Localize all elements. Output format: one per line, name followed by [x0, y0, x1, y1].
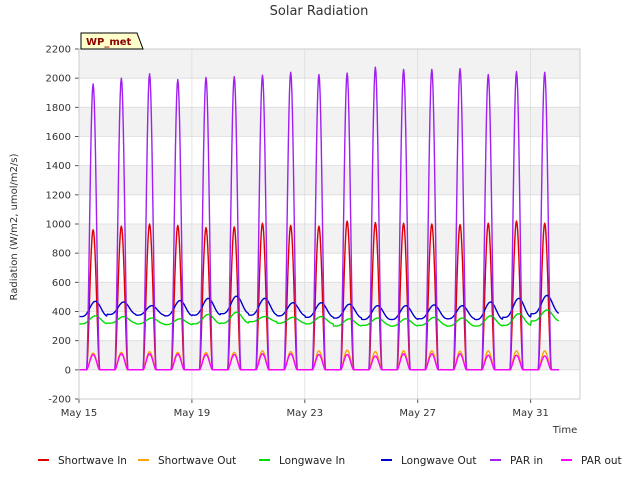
series-lines [78, 66, 560, 371]
y-tick-label: 2200 [46, 45, 71, 56]
legend-item: Longwave Out [381, 455, 476, 467]
axes: -200 0 200 400 600 800 1000 1200 1400 1600 1800 200… [46, 45, 581, 419]
plot-band [79, 340, 580, 370]
y-tick-label: 600 [52, 278, 71, 289]
y-tick-label: 1600 [46, 132, 71, 143]
series-line [78, 353, 559, 371]
legend-item: PAR out [561, 455, 622, 467]
legend-label: PAR in [510, 455, 543, 467]
x-axis-title: Time [552, 425, 577, 436]
legend-label: Longwave Out [401, 455, 476, 467]
y-tick-label: 1200 [46, 190, 71, 201]
plot-band [79, 49, 580, 79]
legend-label: Shortwave In [58, 455, 127, 467]
y-tick-label: 1400 [46, 161, 71, 172]
y-tick-label: -200 [48, 395, 71, 406]
legend-label: Longwave In [279, 455, 345, 467]
plot-band [79, 224, 580, 254]
legend-item: Longwave In [259, 455, 345, 467]
x-tick-label: May 15 [61, 408, 98, 419]
plot-band [79, 282, 580, 312]
x-tick-label: May 23 [287, 408, 324, 419]
x-tick-label: May 19 [174, 408, 211, 419]
plot-band [79, 107, 580, 137]
series-line [78, 294, 560, 321]
site-label-background [80, 32, 144, 50]
legend-label: Shortwave Out [158, 455, 236, 467]
plot-frame [78, 48, 581, 400]
legend-item: Shortwave Out [138, 455, 236, 467]
y-tick-label: 400 [52, 307, 71, 318]
x-tick-label: May 27 [399, 408, 436, 419]
y-tick-label: 2000 [46, 74, 71, 85]
x-tick-label: May 31 [512, 408, 549, 419]
site-label-box: WP_met [80, 32, 144, 50]
site-label: WP_met [86, 37, 132, 48]
y-tick-label: 800 [52, 249, 71, 260]
plot-band [79, 165, 580, 195]
legend: Shortwave In Shortwave Out Longwave In Long… [38, 455, 622, 467]
legend-item: PAR in [490, 455, 543, 467]
y-tick-label: 200 [52, 336, 71, 347]
y-axis-title: Radiation (W/m2, umol/m2/s) [9, 153, 20, 300]
legend-label: PAR out [581, 455, 622, 467]
chart-title: Solar Radiation [270, 4, 369, 19]
series-line [78, 309, 560, 327]
y-tick-label: 1000 [46, 220, 71, 231]
legend-item: Shortwave In [38, 455, 127, 467]
y-tick-label: 0 [65, 365, 71, 376]
y-tick-label: 1800 [46, 103, 71, 114]
